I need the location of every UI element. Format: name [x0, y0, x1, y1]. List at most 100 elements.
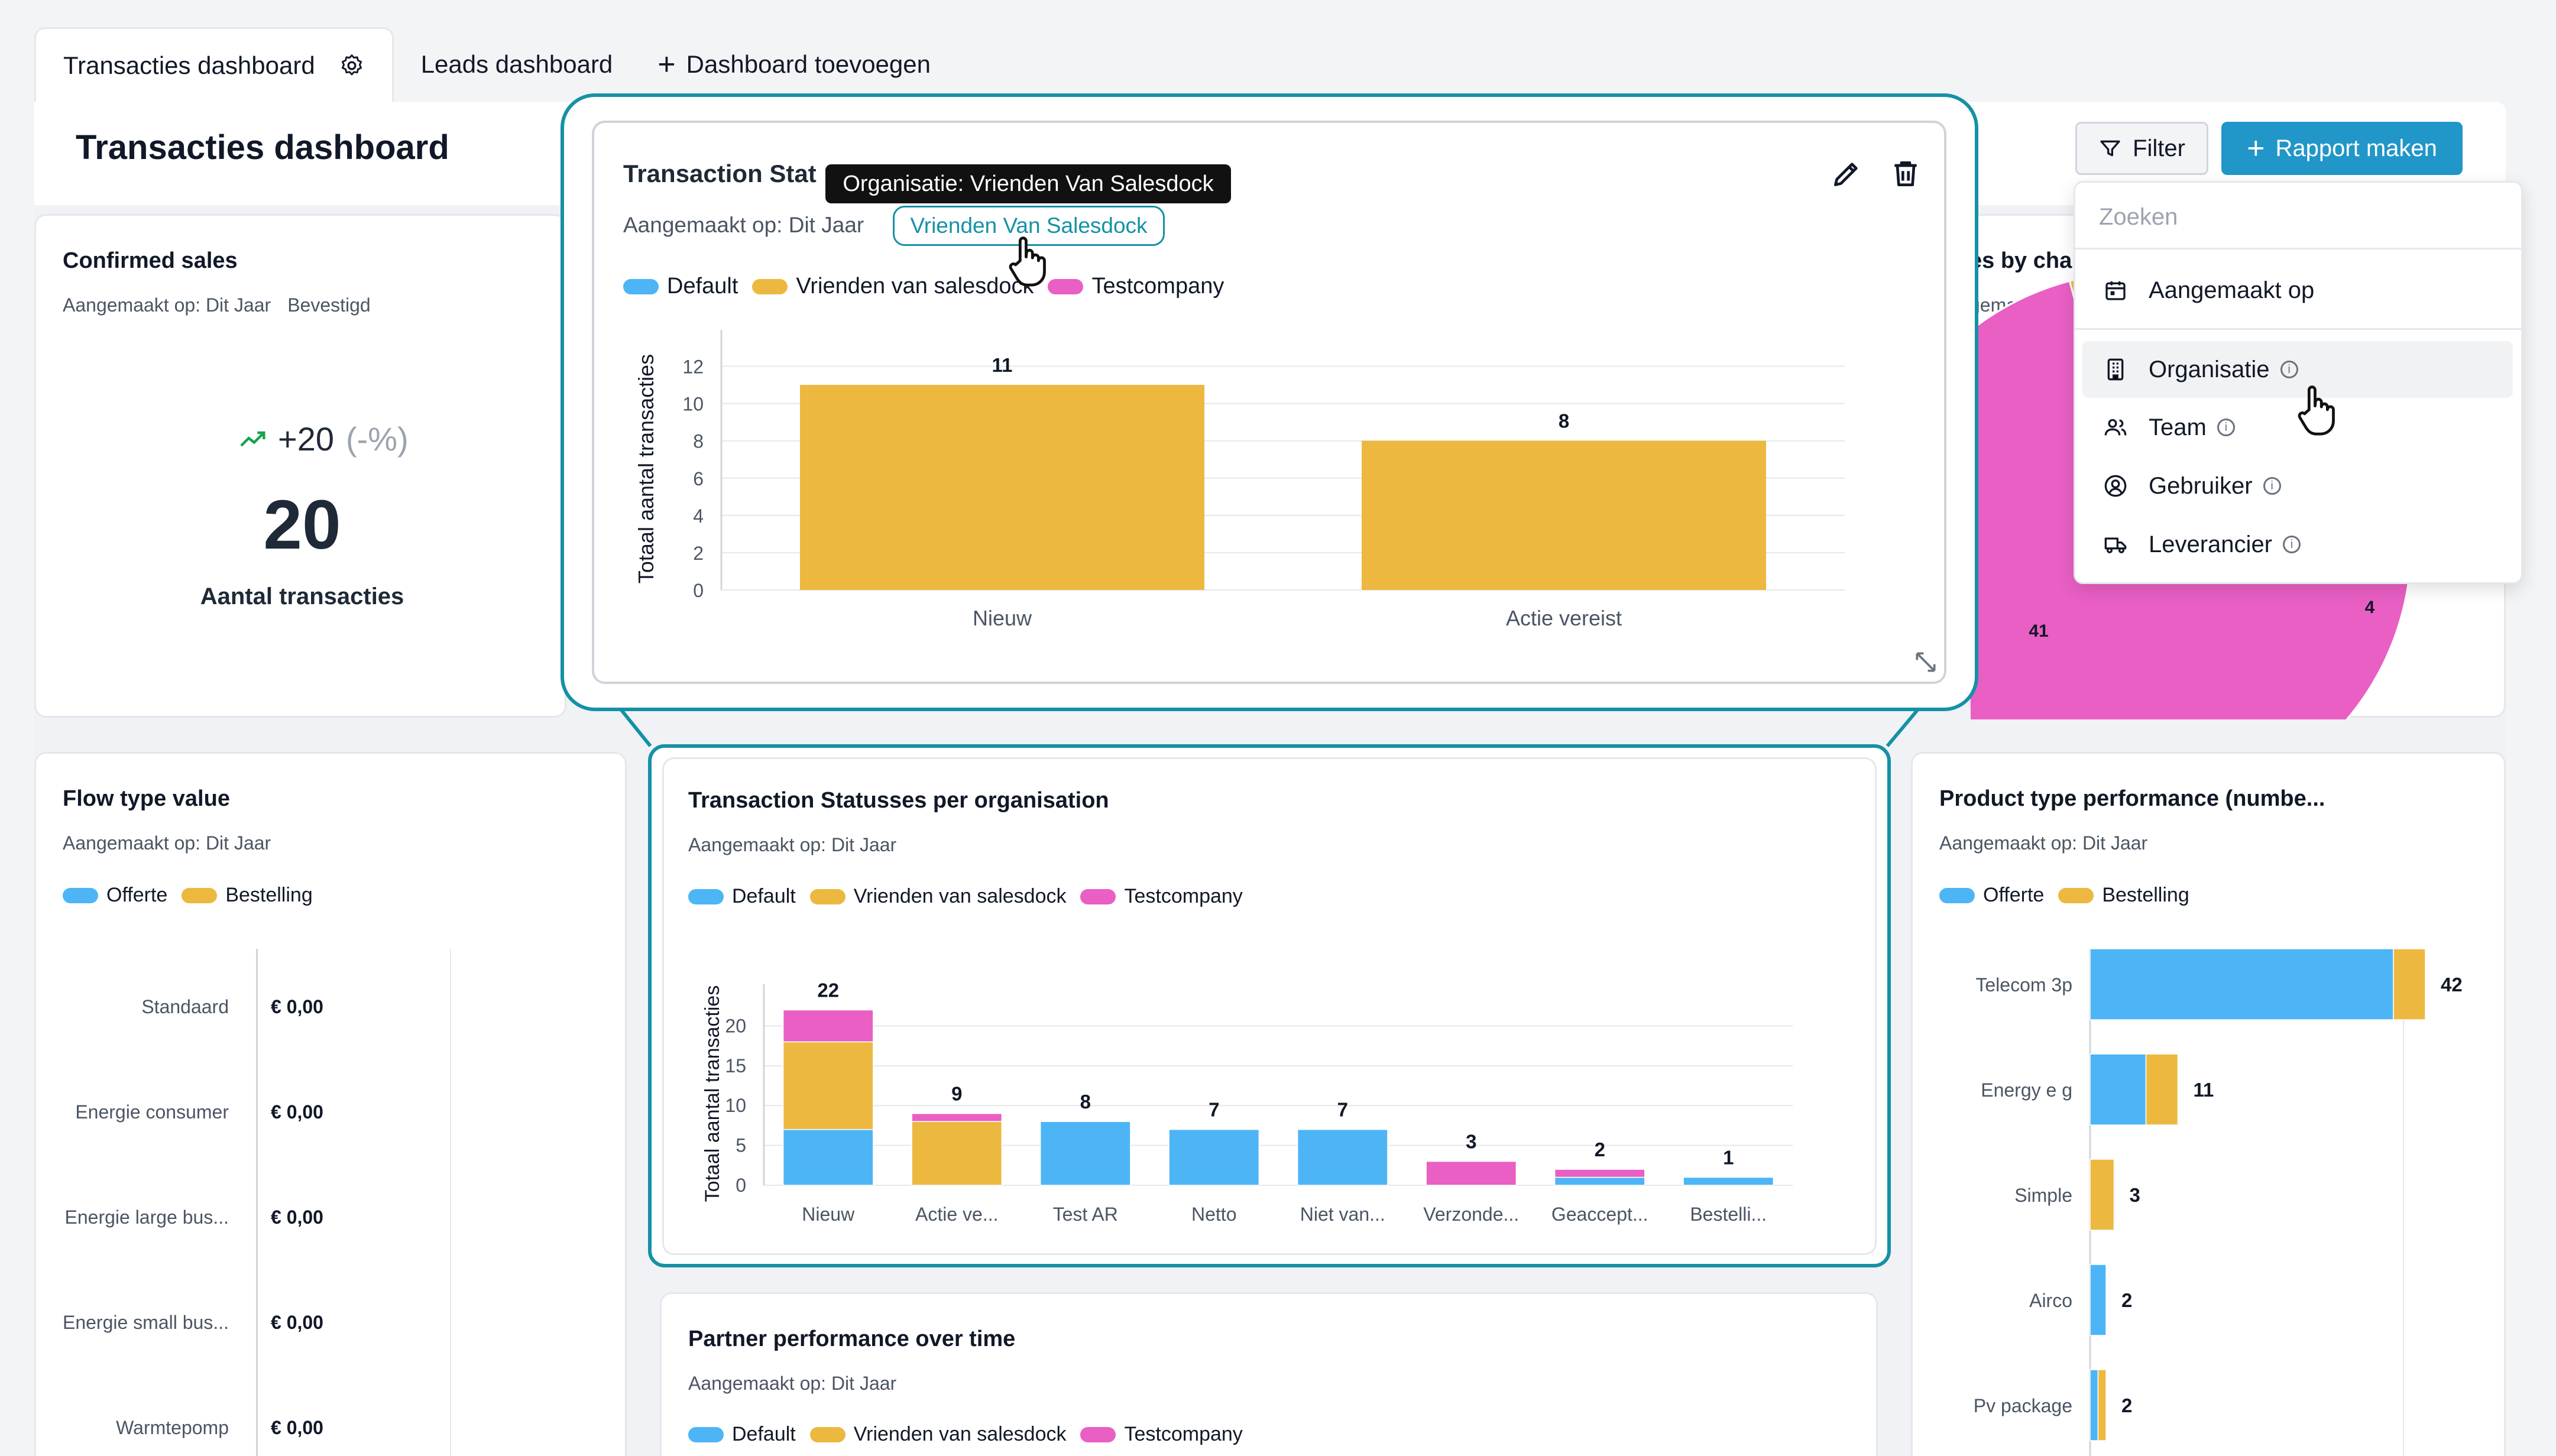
chart-legend: Offerte Bestelling — [63, 884, 313, 907]
data-label: 41 — [2029, 621, 2048, 641]
expanded-chart-card: Transaction Stat Aangemaakt op: Dit Jaar… — [592, 121, 1946, 684]
resize-icon[interactable] — [1913, 649, 1939, 675]
y-axis-label: Totaal aantal transacties — [701, 985, 724, 1202]
menu-item-user[interactable]: Gebruiker i — [2082, 458, 2513, 514]
category-label: Standaard — [141, 996, 229, 1017]
chart-legend: Default Vrienden van salesdock Testcompa… — [623, 274, 1224, 299]
y-tick-label: 2 — [693, 543, 704, 564]
user-circle-icon — [2104, 475, 2127, 497]
chart-legend: Default Vrienden van salesdock Testcompa… — [688, 1423, 1243, 1446]
y-tick-label: 5 — [736, 1135, 746, 1156]
tab-transacties[interactable]: Transacties dashboard — [34, 27, 394, 102]
organisation-filter-chip[interactable]: Vrienden Van Salesdock — [893, 206, 1165, 246]
card-title: Confirmed sales — [63, 248, 238, 273]
info-icon: i — [2263, 477, 2281, 495]
menu-item-supplier[interactable]: Leverancier i — [2082, 516, 2513, 573]
legend-swatch — [63, 887, 98, 903]
legend-label: Bestelling — [2102, 884, 2189, 906]
team-icon — [2104, 419, 2127, 436]
bar-segment — [782, 1129, 874, 1186]
x-tick-label: Geaccept... — [1551, 1204, 1648, 1225]
filter-dropdown: Zoeken Aangemaakt op Organisatie i Team … — [2074, 181, 2523, 584]
tab-bar: Transacties dashboard Leads dashboard + … — [34, 27, 958, 102]
kpi-delta-percent: (-%) — [346, 420, 409, 458]
y-tick-label: 15 — [725, 1055, 746, 1076]
y-tick-label: 10 — [725, 1095, 746, 1116]
building-icon — [2107, 358, 2124, 381]
bar-chart: 0 2 4 6 8 10 12 11 Nieuw 8 Actie vereist Totaal aan… — [634, 330, 1845, 630]
divider — [2075, 248, 2521, 249]
bar-segment — [911, 1113, 1003, 1122]
status-tag: Bevestigd — [287, 294, 371, 316]
gear-icon[interactable] — [339, 53, 365, 79]
legend-label: Default — [732, 885, 796, 907]
menu-item-team[interactable]: Team i — [2082, 399, 2513, 456]
add-dashboard-button[interactable]: + Dashboard toevoegen — [640, 27, 958, 102]
menu-item-label: Organisatie — [2149, 356, 2270, 382]
legend-swatch — [809, 888, 845, 904]
x-tick-label: Nieuw — [802, 1204, 855, 1225]
y-tick-label: 6 — [693, 468, 704, 489]
page-title: Transacties dashboard — [76, 128, 449, 167]
card-title: Transaction Statusses per organisation — [688, 788, 1109, 813]
x-tick-label: Verzonde... — [1423, 1204, 1519, 1225]
legend-swatch — [623, 278, 659, 294]
x-tick-label: Actie vereist — [1506, 606, 1622, 630]
info-icon: i — [2217, 419, 2235, 436]
bar — [800, 385, 1204, 590]
filter-button[interactable]: Filter — [2075, 122, 2208, 175]
create-report-button[interactable]: + Rapport maken — [2221, 122, 2463, 175]
data-label: 8 — [1080, 1091, 1091, 1113]
search-input[interactable]: Zoeken — [2099, 204, 2178, 230]
bar-segment — [2145, 1053, 2179, 1126]
legend-label: Vrienden van salesdock — [853, 1423, 1067, 1445]
y-tick-label: Pv package — [1974, 1395, 2072, 1416]
tab-label: Transacties dashboard — [63, 51, 315, 79]
legend-swatch — [688, 1426, 724, 1442]
y-tick-label: 8 — [693, 431, 704, 452]
calendar-icon — [2105, 281, 2126, 300]
tab-leads[interactable]: Leads dashboard — [394, 27, 640, 102]
y-tick-label: 10 — [682, 394, 704, 415]
card-title: es by cha — [1969, 248, 2072, 273]
tab-label: Leads dashboard — [420, 50, 613, 78]
bar-segment — [1683, 1176, 1774, 1186]
data-label: 1 — [1723, 1147, 1734, 1169]
legend-swatch — [1080, 888, 1116, 904]
info-icon: i — [2283, 536, 2301, 553]
y-tick-label: 4 — [693, 505, 704, 527]
value-label: € 0,00 — [271, 1101, 323, 1123]
hand-cursor-icon — [1009, 236, 1046, 287]
legend-label: Testcompany — [1124, 885, 1243, 907]
edit-icon[interactable] — [1830, 157, 1863, 190]
legend-label: Testcompany — [1124, 1423, 1243, 1445]
truck-icon — [2104, 537, 2127, 553]
category-label: Energie small bus... — [62, 1312, 229, 1333]
card-subtitle: Aangemaakt op: Dit Jaar — [688, 834, 897, 855]
card-title: Partner performance over time — [688, 1327, 1016, 1351]
trend-up-icon — [240, 431, 265, 447]
bar — [1362, 440, 1766, 590]
legend-label: Offerte — [1983, 884, 2045, 906]
bar-segment — [911, 1121, 1003, 1186]
axis-line — [256, 949, 258, 1456]
y-tick-label: 0 — [736, 1175, 746, 1196]
value-label: € 0,00 — [271, 1417, 323, 1438]
menu-item-organisation[interactable]: Organisatie i — [2082, 341, 2513, 398]
y-tick-label: Telecom 3p — [1975, 974, 2072, 995]
bar-segment — [2089, 1053, 2147, 1126]
legend-label: Vrienden van salesdock — [853, 885, 1067, 907]
horizontal-bar-chart: Telecom 3p 42 Energy e g 11 Simple 3 Airco 2 Pv … — [1974, 948, 2463, 1456]
card-subtitle: Aangemaakt op: Dit Jaar — [623, 213, 864, 237]
legend-label: Offerte — [106, 884, 168, 906]
confirmed-sales-card: Confirmed sales Aangemaakt op: Dit Jaar … — [34, 214, 566, 718]
x-tick-label: Netto — [1191, 1204, 1236, 1225]
menu-item-label: Leverancier — [2149, 531, 2273, 557]
menu-item-created[interactable]: Aangemaakt op — [2082, 262, 2513, 319]
data-label: 2 — [2121, 1395, 2132, 1416]
data-label: 8 — [1559, 410, 1569, 432]
bar-segment — [2089, 1159, 2115, 1231]
trash-icon[interactable] — [1889, 157, 1922, 190]
